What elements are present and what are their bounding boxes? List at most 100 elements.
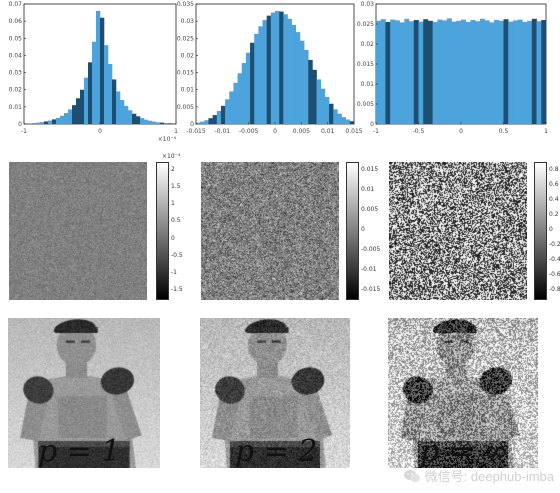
- boxer-photo-pinf: [388, 318, 538, 468]
- colorbar-tick-label: 0.005: [361, 206, 379, 213]
- y-tick-label: 0.01: [9, 104, 23, 111]
- histogram-bar: [522, 22, 528, 124]
- y-tick-label: 0.015: [177, 70, 194, 77]
- histogram-bar: [475, 21, 481, 125]
- histogram-bar: [541, 20, 547, 124]
- histogram-bar: [172, 123, 177, 124]
- histogram-bar: [92, 41, 97, 124]
- histogram-bar: [333, 109, 338, 124]
- histogram-bar: [124, 106, 129, 124]
- histogram-bar: [160, 122, 165, 124]
- histogram-bar: [329, 103, 334, 124]
- histogram-bar: [409, 21, 415, 125]
- colorbar-tick-label: 0.015: [361, 166, 379, 173]
- y-tick-label: 0.005: [177, 104, 194, 111]
- histogram-bar: [64, 113, 69, 124]
- y-tick-label: 0.015: [357, 61, 374, 68]
- histogram-bar: [508, 21, 514, 125]
- histogram-bar: [212, 115, 218, 124]
- histogram-bar: [96, 10, 101, 124]
- histogram-bar: [48, 120, 53, 124]
- histogram-bar: [349, 121, 355, 124]
- x-tick-label: -0.5: [413, 128, 425, 135]
- histogram-bar: [479, 18, 485, 124]
- histogram-bar: [44, 121, 49, 124]
- histogram-bar: [394, 20, 400, 124]
- histogram-bar: [144, 119, 149, 124]
- noise-map-p1-image: [9, 162, 147, 300]
- histogram-bar: [291, 24, 297, 124]
- x-tick-label: 0.01: [321, 128, 335, 135]
- histogram-bar: [262, 20, 267, 124]
- histogram-bar: [320, 88, 326, 124]
- histogram-bar: [316, 79, 322, 124]
- colorbar-p2: [346, 162, 359, 300]
- histogram-bar: [229, 91, 234, 124]
- histogram-bar: [164, 122, 169, 124]
- y-tick-label: 0: [190, 121, 194, 128]
- y-tick-label: 0: [370, 121, 374, 128]
- noise-map-p2-image: [201, 162, 339, 300]
- y-tick-label: 0.01: [181, 87, 195, 94]
- x-tick-label: -0.015: [186, 128, 206, 135]
- histogram-bar: [484, 20, 490, 124]
- histogram-bar: [241, 62, 247, 124]
- x-tick-label: 0: [98, 128, 102, 135]
- histogram-bar: [512, 20, 518, 124]
- x-tick-label: 1: [544, 128, 548, 135]
- y-tick-label: 0.03: [9, 70, 23, 77]
- histogram-bar: [345, 119, 351, 124]
- histogram-bar: [196, 122, 201, 124]
- histogram-p1-plot: 00.010.020.030.040.050.060.07-1 0 1×10⁻⁴: [9, 1, 178, 143]
- y-tick-label: 0.03: [181, 18, 195, 25]
- histogram-bar: [536, 21, 542, 125]
- histogram-bar: [531, 18, 537, 124]
- boxer-photo-p2: [200, 318, 350, 468]
- histogram-p1: 0 0.01 0.02 0.03 0.04 0.05 0.06 0.07 -1 0 1 ×10⁻⁴: [8, 0, 180, 148]
- histogram-bar: [270, 12, 276, 124]
- histogram-bar: [380, 19, 386, 125]
- histogram-bar: [254, 33, 259, 124]
- x-tick-label: -0.005: [239, 128, 259, 135]
- x-tick-label: -1: [373, 128, 379, 135]
- colorbar-tick-label: 0: [171, 234, 175, 242]
- colorbar-tick-label: 1.5: [171, 183, 181, 191]
- histogram-bar: [60, 115, 65, 124]
- colorbar-tick-label: 0.2: [549, 211, 559, 218]
- histogram-bar: [404, 18, 410, 124]
- histogram-bar: [456, 20, 462, 124]
- histogram-bar: [312, 69, 317, 124]
- histogram-bar: [128, 110, 133, 124]
- histogram-bar: [308, 59, 313, 124]
- histogram-bar: [465, 22, 471, 124]
- colorbar-tick-label: 0: [549, 226, 553, 233]
- noise-map-p1: [9, 162, 147, 300]
- histogram-bar: [517, 19, 523, 125]
- colorbar-tick-label: -0.2: [549, 241, 560, 248]
- colorbar-tick-label: -0.015: [361, 286, 381, 293]
- histogram-bar: [385, 22, 391, 124]
- noise-map-pinf-image: [389, 162, 527, 300]
- x-tick-label: 0: [459, 128, 463, 135]
- histogram-bar: [423, 19, 429, 125]
- colorbar-tick-label: -0.4: [549, 256, 560, 263]
- histogram-bar: [390, 19, 396, 125]
- histogram-bar: [494, 20, 500, 124]
- histogram-bar: [237, 73, 243, 124]
- histogram-bar: [470, 20, 476, 124]
- colorbar-tick-label: 0.4: [549, 196, 559, 203]
- histogram-bar: [120, 100, 125, 124]
- colorbar-tick-label: -0.6: [549, 271, 560, 278]
- colorbar-tick-label: 0.5: [171, 217, 181, 225]
- y-tick-label: 0.02: [9, 87, 23, 94]
- histogram-p2: 0 0.005 0.01 0.015 0.02 0.025 0.03 0.035 -0.015 -…: [177, 0, 363, 148]
- histogram-bar: [80, 89, 85, 124]
- histogram-bar: [40, 122, 45, 124]
- boxer-photo-p1: [8, 318, 160, 468]
- boxer-photo-p1-image: [8, 318, 160, 468]
- y-tick-label: 0.025: [177, 35, 194, 42]
- histogram-bar: [275, 10, 280, 124]
- x-exponent-label: ×10⁻⁴: [158, 136, 177, 143]
- histogram-bar: [498, 20, 504, 124]
- histogram-bar: [220, 105, 226, 124]
